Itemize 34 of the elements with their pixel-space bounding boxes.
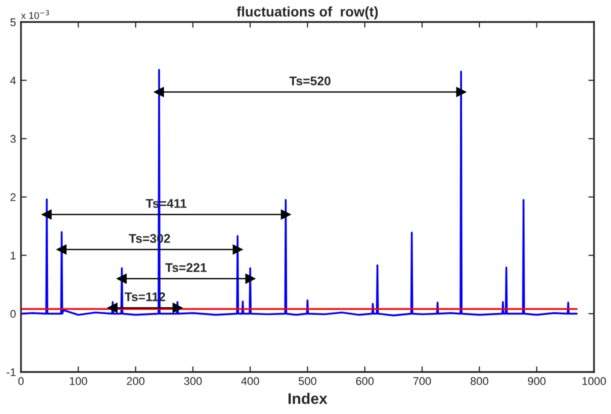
x-tick-label: 300 bbox=[184, 377, 202, 386]
annotation: Ts=520 bbox=[289, 76, 330, 86]
point bbox=[456, 87, 466, 97]
point bbox=[245, 274, 256, 284]
x-tick-label: 400 bbox=[241, 377, 260, 386]
x-tick-label: 800 bbox=[470, 377, 488, 386]
x-tick-label: 0 bbox=[18, 377, 24, 386]
x-tick-label: 100 bbox=[70, 377, 88, 386]
y-tick-label: 2 bbox=[10, 193, 16, 202]
point bbox=[116, 274, 127, 284]
y-tick-label: 0 bbox=[10, 310, 16, 318]
point bbox=[280, 210, 291, 220]
x-tick-label: 500 bbox=[298, 377, 316, 386]
x-tick-label: 600 bbox=[356, 377, 374, 386]
point bbox=[172, 302, 182, 313]
point bbox=[108, 302, 118, 313]
point bbox=[42, 210, 52, 220]
chart-title: fluctuations of row(t) bbox=[236, 6, 378, 20]
y-tick-label: -1 bbox=[6, 368, 16, 376]
x-tick-label: 200 bbox=[126, 377, 144, 386]
text: x 10$^{−3}$ bbox=[21, 10, 49, 19]
y-tick-label: 1 bbox=[10, 252, 16, 260]
x-tick-label: 900 bbox=[528, 377, 546, 386]
annotation: Ts=221 bbox=[165, 263, 207, 272]
point bbox=[154, 87, 164, 97]
x-axis-title: Index bbox=[288, 392, 328, 404]
x-tick-label: 700 bbox=[413, 377, 431, 386]
point bbox=[56, 244, 67, 254]
y-tick-label: 3 bbox=[10, 134, 16, 143]
point bbox=[232, 244, 242, 254]
x-tick-label: 1000 bbox=[582, 377, 606, 386]
y-tick-label: 5 bbox=[10, 18, 16, 26]
line-series bbox=[21, 68, 578, 316]
y-tick-label: 4 bbox=[10, 76, 16, 84]
